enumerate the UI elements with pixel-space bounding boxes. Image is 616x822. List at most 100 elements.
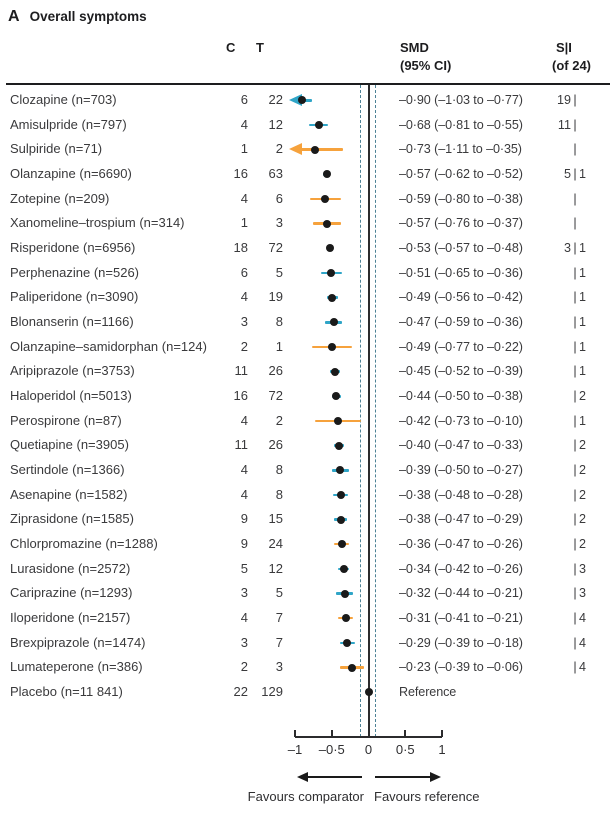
si-superiority-count: 11	[557, 117, 571, 132]
comparator-count: 1	[240, 141, 248, 157]
si-divider: |	[573, 364, 577, 379]
si-inferiority-count: 2	[579, 536, 587, 551]
trial-count: 24	[268, 535, 283, 551]
forest-row: Zotepine (n=209) 4 6 –0·59 (–0·80 to –0·…	[0, 187, 616, 212]
trial-count: 22	[268, 92, 283, 107]
comparator-count: 3	[240, 634, 248, 650]
drug-label: Chlorpromazine (n=1288)	[10, 535, 158, 551]
comparator-count: 9	[240, 535, 248, 551]
si-divider: |	[573, 339, 577, 354]
si-inferiority-count: 4	[579, 610, 587, 625]
si-inferiority-count: 1	[579, 364, 587, 379]
si-inferiority-count: 2	[579, 438, 587, 453]
comparator-count: 5	[240, 560, 248, 576]
drug-label: Perospirone (n=87)	[10, 412, 122, 428]
forest-row: Asenapine (n=1582) 4 8 –0·38 (–0·48 to –…	[0, 483, 616, 508]
smd-ci-text: –0·32 (–0·44 to –0·21)	[399, 586, 523, 601]
point-estimate-dot	[332, 392, 341, 401]
trial-count: 72	[268, 387, 283, 403]
smd-ci-text: –0·29 (–0·39 to –0·18)	[399, 635, 523, 650]
si-divider: |	[573, 240, 577, 255]
si-inferiority-count: 1	[579, 265, 587, 280]
trial-count: 7	[275, 609, 283, 625]
ci-line	[296, 148, 343, 151]
trial-count: 3	[275, 215, 283, 231]
si-inferiority-count: 1	[579, 413, 587, 428]
trial-count: 8	[275, 461, 283, 477]
drug-label: Olanzapine (n=6690)	[10, 165, 132, 181]
smd-ci-text: –0·36 (–0·47 to –0·26)	[399, 536, 523, 551]
column-header-smd-ci: (95% CI)	[400, 58, 452, 73]
si-divider: |	[573, 586, 577, 601]
smd-ci-text: –0·40 (–0·47 to –0·33)	[399, 438, 523, 453]
x-axis-tick	[404, 730, 407, 737]
point-estimate-dot	[327, 268, 335, 277]
forest-row: Olanzapine–samidorphan (n=124) 2 1 –0·49…	[0, 335, 616, 360]
drug-label: Sertindole (n=1366)	[10, 461, 125, 477]
comparator-count: 22	[233, 683, 248, 699]
si-divider: |	[573, 265, 577, 280]
trial-count: 26	[268, 363, 283, 379]
si-divider: |	[573, 216, 577, 231]
point-estimate-dot	[322, 170, 331, 179]
smd-ci-text: –0·23 (–0·39 to –0·06)	[399, 660, 523, 675]
si-divider: |	[573, 191, 577, 206]
si-inferiority-count: 4	[579, 635, 587, 650]
comparator-count: 4	[240, 289, 248, 305]
trial-count: 2	[275, 412, 283, 428]
si-inferiority-count: 1	[579, 339, 587, 354]
smd-ci-text: –0·51 (–0·65 to –0·36)	[399, 265, 523, 280]
forest-row: Lumateperone (n=386) 2 3 –0·23 (–0·39 to…	[0, 655, 616, 680]
trial-count: 26	[268, 437, 283, 453]
x-axis-tick-label: 0	[364, 742, 373, 757]
drug-label: Ziprasidone (n=1585)	[10, 511, 134, 527]
smd-ci-text: –0·49 (–0·77 to –0·22)	[399, 339, 523, 354]
comparator-count: 2	[240, 338, 248, 354]
forest-row: Amisulpride (n=797) 4 12 –0·68 (–0·81 to…	[0, 113, 616, 138]
comparator-count: 4	[240, 609, 248, 625]
column-header-trials: T	[256, 40, 264, 55]
si-divider: |	[573, 388, 577, 403]
ci-left-arrow-icon	[288, 143, 302, 156]
smd-ci-text: –0·47 (–0·59 to –0·36)	[399, 314, 523, 329]
comparator-count: 18	[233, 239, 248, 255]
point-estimate-dot	[335, 441, 344, 450]
si-divider: |	[573, 512, 577, 527]
point-estimate-dot	[336, 490, 345, 499]
zero-reference-line	[367, 85, 370, 737]
x-axis-tick-label: –0·5	[318, 742, 345, 757]
si-inferiority-count: 3	[579, 586, 587, 601]
trial-count: 5	[275, 264, 283, 280]
si-divider: |	[573, 660, 577, 675]
trial-count: 7	[275, 634, 283, 650]
point-estimate-dot	[310, 145, 319, 154]
point-estimate-dot	[314, 120, 323, 129]
point-estimate-dot	[325, 244, 334, 253]
forest-row: Haloperidol (n=5013) 16 72 –0·44 (–0·50 …	[0, 384, 616, 409]
si-inferiority-count: 2	[579, 462, 587, 477]
si-divider: |	[573, 610, 577, 625]
panel-letter: A	[8, 8, 20, 25]
forest-row: Olanzapine (n=6690) 16 63 –0·57 (–0·62 t…	[0, 162, 616, 187]
smd-ci-text: –0·57 (–0·62 to –0·52)	[399, 166, 523, 181]
trial-count: 129	[261, 683, 283, 699]
drug-label: Olanzapine–samidorphan (n=124)	[10, 338, 207, 354]
smd-ci-text: Reference	[399, 684, 457, 699]
x-axis-tick	[367, 730, 370, 737]
forest-row: Aripiprazole (n=3753) 11 26 –0·45 (–0·52…	[0, 359, 616, 384]
forest-row: Chlorpromazine (n=1288) 9 24 –0·36 (–0·4…	[0, 532, 616, 557]
favours-left-arrow-head	[297, 771, 308, 782]
drug-label: Amisulpride (n=797)	[10, 116, 127, 132]
header-rule	[6, 83, 610, 85]
smd-ci-text: –0·53 (–0·57 to –0·48)	[399, 240, 523, 255]
si-divider: |	[573, 117, 577, 132]
point-estimate-dot	[339, 564, 348, 573]
x-axis-tick	[294, 730, 296, 737]
drug-label: Paliperidone (n=3090)	[10, 289, 139, 305]
si-superiority-count: 3	[563, 240, 571, 255]
si-divider: |	[573, 290, 577, 305]
point-estimate-dot	[329, 318, 338, 327]
si-divider: |	[573, 536, 577, 551]
si-divider: |	[573, 487, 577, 502]
